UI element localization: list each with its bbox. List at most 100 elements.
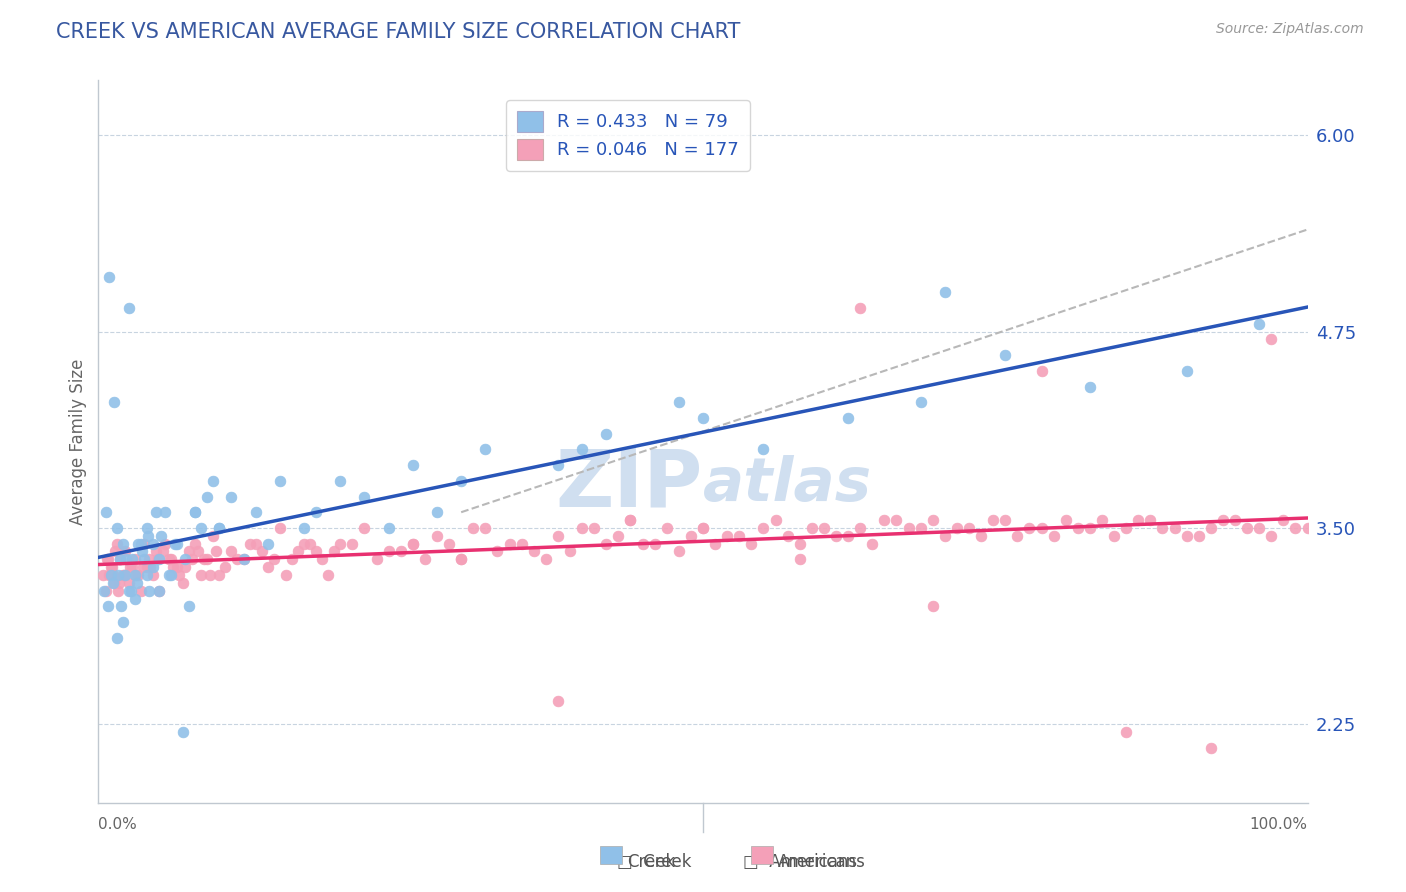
Point xyxy=(134,552,156,566)
Point xyxy=(107,583,129,598)
Point xyxy=(112,568,135,582)
Point xyxy=(921,599,943,614)
Point xyxy=(1115,725,1137,739)
Point xyxy=(221,490,243,504)
Point xyxy=(208,521,231,535)
Point xyxy=(162,560,184,574)
Point xyxy=(426,505,449,519)
Point xyxy=(311,552,333,566)
Point xyxy=(184,536,207,550)
Point xyxy=(121,552,143,566)
Text: Source: ZipAtlas.com: Source: ZipAtlas.com xyxy=(1216,22,1364,37)
Point xyxy=(619,513,641,527)
Point xyxy=(129,536,152,550)
Point xyxy=(547,458,569,472)
Point xyxy=(994,348,1017,362)
Point xyxy=(934,529,956,543)
Point xyxy=(132,560,155,574)
Point xyxy=(402,536,425,550)
Point xyxy=(704,536,727,550)
Point xyxy=(263,552,285,566)
Point xyxy=(148,552,170,566)
Point xyxy=(97,599,120,614)
Point xyxy=(124,568,146,582)
Point xyxy=(316,568,339,582)
Point xyxy=(1031,364,1053,378)
Point xyxy=(214,560,236,574)
Point xyxy=(619,513,641,527)
Point xyxy=(292,536,315,550)
Point xyxy=(1260,333,1282,347)
Point xyxy=(195,490,218,504)
Point xyxy=(118,560,141,574)
Point xyxy=(474,521,496,535)
Point xyxy=(292,521,315,535)
Point xyxy=(157,552,180,566)
Point xyxy=(163,536,186,550)
Point xyxy=(377,521,399,535)
Point xyxy=(136,529,159,543)
Point xyxy=(138,552,160,566)
Point xyxy=(486,544,509,558)
Point xyxy=(716,529,738,543)
Point xyxy=(837,529,859,543)
Point xyxy=(184,505,207,519)
Point xyxy=(1175,529,1198,543)
Point xyxy=(153,505,176,519)
Point xyxy=(1260,529,1282,543)
Point xyxy=(108,575,131,590)
Point xyxy=(121,560,143,574)
Point xyxy=(114,568,136,582)
Point xyxy=(981,513,1004,527)
Point xyxy=(166,536,188,550)
Point xyxy=(1212,513,1234,527)
Point xyxy=(1249,521,1271,535)
Point xyxy=(1067,521,1090,535)
Point xyxy=(595,426,617,441)
Point xyxy=(668,544,690,558)
Point xyxy=(1284,521,1306,535)
Point xyxy=(142,560,165,574)
Point xyxy=(305,505,328,519)
Point xyxy=(111,536,134,550)
Point xyxy=(131,544,153,558)
Point xyxy=(135,521,157,535)
Point xyxy=(607,529,630,543)
Point xyxy=(138,583,160,598)
Point xyxy=(91,568,114,582)
Point xyxy=(813,521,835,535)
Point xyxy=(1031,521,1053,535)
Point xyxy=(142,568,165,582)
Point xyxy=(547,694,569,708)
Point xyxy=(1236,521,1258,535)
Point xyxy=(860,536,883,550)
Text: atlas: atlas xyxy=(703,456,872,515)
Point xyxy=(114,544,136,558)
Point xyxy=(204,544,226,558)
Point xyxy=(402,536,425,550)
Point xyxy=(437,536,460,550)
Point xyxy=(1018,521,1040,535)
Point xyxy=(946,521,969,535)
Point xyxy=(111,568,134,582)
Point xyxy=(125,568,148,582)
Point xyxy=(789,552,811,566)
Point xyxy=(679,529,702,543)
Point xyxy=(510,536,533,550)
Point xyxy=(921,513,943,527)
Point xyxy=(145,544,167,558)
Legend: R = 0.433   N = 79, R = 0.046   N = 177: R = 0.433 N = 79, R = 0.046 N = 177 xyxy=(506,100,749,170)
Point xyxy=(1139,513,1161,527)
Point xyxy=(118,575,141,590)
Point xyxy=(129,583,152,598)
Point xyxy=(776,529,799,543)
Point xyxy=(413,552,436,566)
Point xyxy=(1188,529,1211,543)
Point xyxy=(152,544,174,558)
Point xyxy=(180,552,202,566)
Point xyxy=(94,583,117,598)
Point xyxy=(1078,521,1101,535)
Point xyxy=(93,583,115,598)
Point xyxy=(287,544,309,558)
Point xyxy=(474,442,496,457)
